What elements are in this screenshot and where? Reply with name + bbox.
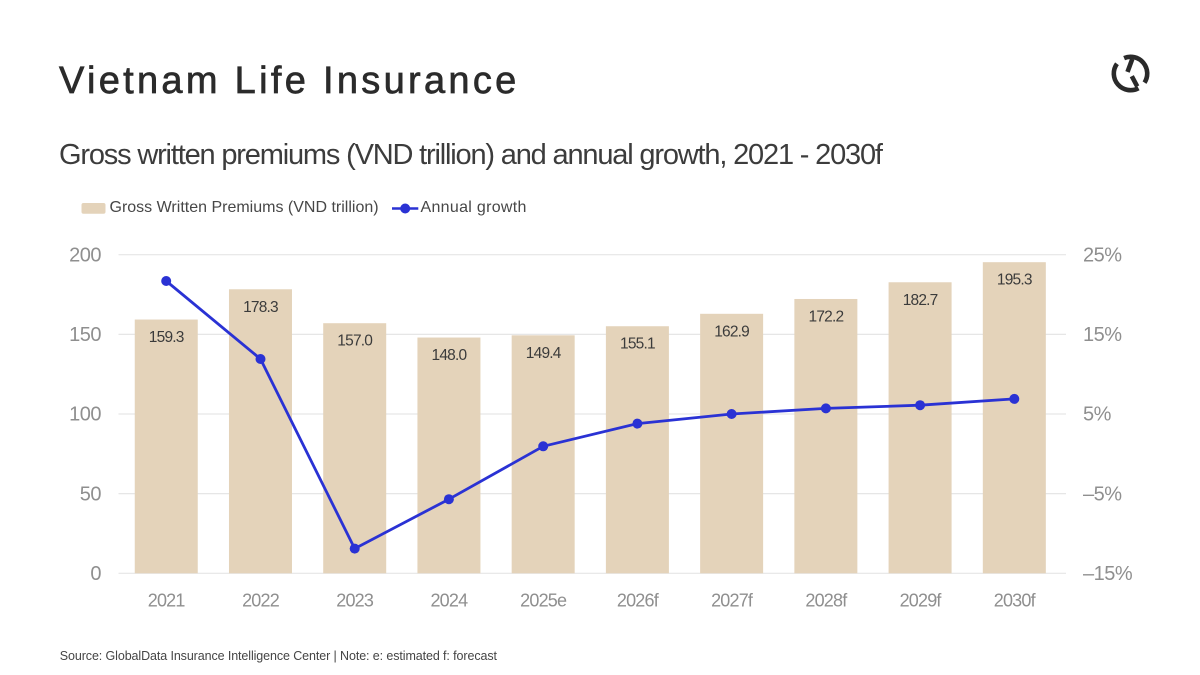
svg-text:162.9: 162.9	[714, 323, 749, 340]
svg-text:Gross Written Premiums (VND tr: Gross Written Premiums (VND trillion)	[110, 199, 379, 216]
svg-text:2021: 2021	[148, 591, 186, 611]
svg-text:Source: GlobalData Insurance I: Source: GlobalData Insurance Intelligenc…	[60, 649, 498, 663]
svg-text:150: 150	[69, 324, 101, 346]
svg-text:182.7: 182.7	[903, 292, 938, 309]
svg-text:15%: 15%	[1083, 324, 1122, 346]
svg-text:100: 100	[69, 404, 101, 426]
svg-text:Gross written premiums (VND tr: Gross written premiums (VND trillion) an…	[59, 139, 884, 171]
svg-text:2027f: 2027f	[711, 591, 754, 611]
svg-text:200: 200	[69, 244, 101, 266]
svg-text:2030f: 2030f	[994, 591, 1037, 611]
svg-text:25%: 25%	[1083, 244, 1122, 266]
svg-text:2024: 2024	[430, 591, 468, 611]
svg-text:2022: 2022	[242, 591, 280, 611]
svg-text:2028f: 2028f	[805, 591, 848, 611]
svg-text:2029f: 2029f	[900, 591, 943, 611]
svg-text:148.0: 148.0	[432, 347, 468, 364]
svg-text:178.3: 178.3	[243, 299, 278, 316]
svg-text:149.4: 149.4	[526, 345, 562, 362]
svg-text:50: 50	[80, 483, 102, 505]
svg-text:172.2: 172.2	[809, 309, 844, 326]
svg-text:2025e: 2025e	[520, 591, 567, 611]
svg-text:Vietnam Life Insurance: Vietnam Life Insurance	[59, 60, 520, 102]
svg-text:–15%: –15%	[1083, 563, 1133, 585]
svg-text:–5%: –5%	[1083, 483, 1122, 505]
svg-text:Annual growth: Annual growth	[421, 199, 527, 216]
svg-text:195.3: 195.3	[997, 272, 1032, 289]
svg-text:0: 0	[90, 563, 101, 585]
svg-text:2026f: 2026f	[617, 591, 660, 611]
svg-text:155.1: 155.1	[620, 336, 655, 353]
svg-text:159.3: 159.3	[149, 329, 184, 346]
svg-text:2023: 2023	[336, 591, 374, 611]
svg-text:157.0: 157.0	[337, 333, 373, 350]
svg-text:5%: 5%	[1083, 404, 1112, 426]
